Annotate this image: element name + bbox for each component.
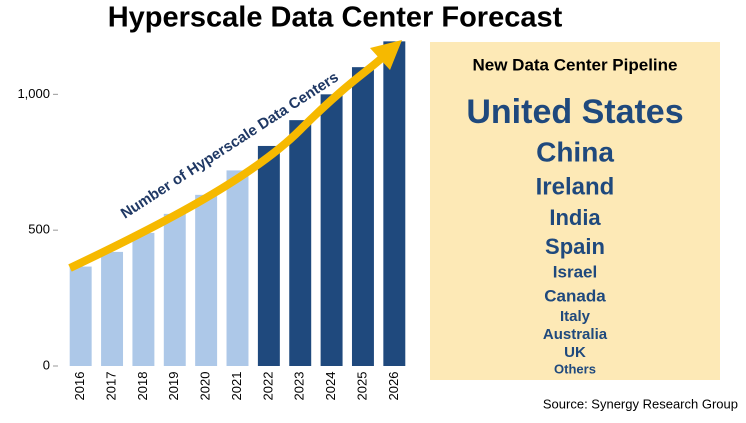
bar xyxy=(132,232,155,366)
bar xyxy=(351,67,374,367)
pipeline-item: United States xyxy=(466,93,683,131)
bar xyxy=(101,251,124,366)
x-tick-label: 2017 xyxy=(103,372,118,401)
source: Source: Synergy Research Group xyxy=(543,396,738,411)
bar xyxy=(163,213,186,366)
x-tick-label: 2016 xyxy=(72,372,87,401)
bar xyxy=(257,145,280,366)
bar xyxy=(69,266,92,366)
pipeline-item: Others xyxy=(554,361,596,376)
pipeline-item: Italy xyxy=(560,308,591,325)
pipeline-item: India xyxy=(549,205,601,230)
bar xyxy=(320,94,343,366)
pipeline-item: Israel xyxy=(553,262,597,281)
x-tick-label: 2025 xyxy=(354,372,369,401)
pipeline-item: Spain xyxy=(545,234,605,259)
x-tick-label: 2021 xyxy=(229,372,244,401)
x-tick-label: 2019 xyxy=(166,372,181,401)
bar xyxy=(289,120,312,367)
y-tick-label: 500 xyxy=(28,222,50,237)
pipeline-item: Canada xyxy=(544,286,606,305)
y-tick-label: 0 xyxy=(43,357,50,372)
x-tick-label: 2018 xyxy=(135,372,150,401)
arrow-shaft xyxy=(68,52,388,272)
x-tick-label: 2020 xyxy=(198,372,213,401)
bar xyxy=(226,170,249,366)
panel-title: New Data Center Pipeline xyxy=(472,55,677,74)
x-tick-label: 2023 xyxy=(292,372,307,401)
bar xyxy=(195,194,218,366)
pipeline-item: Australia xyxy=(543,326,608,343)
pipeline-panel xyxy=(430,42,720,380)
x-tick-label: 2026 xyxy=(386,372,401,401)
arrow-head xyxy=(370,40,402,70)
pipeline-item: UK xyxy=(564,344,586,361)
x-tick-label: 2024 xyxy=(323,372,338,401)
x-tick-label: 2022 xyxy=(260,372,275,401)
y-tick-label: 1,000 xyxy=(17,86,50,101)
pipeline-item: China xyxy=(536,136,614,167)
chart-title: Hyperscale Data Center Forecast xyxy=(108,2,563,34)
pipeline-item: Ireland xyxy=(536,173,615,200)
bar xyxy=(383,41,406,366)
